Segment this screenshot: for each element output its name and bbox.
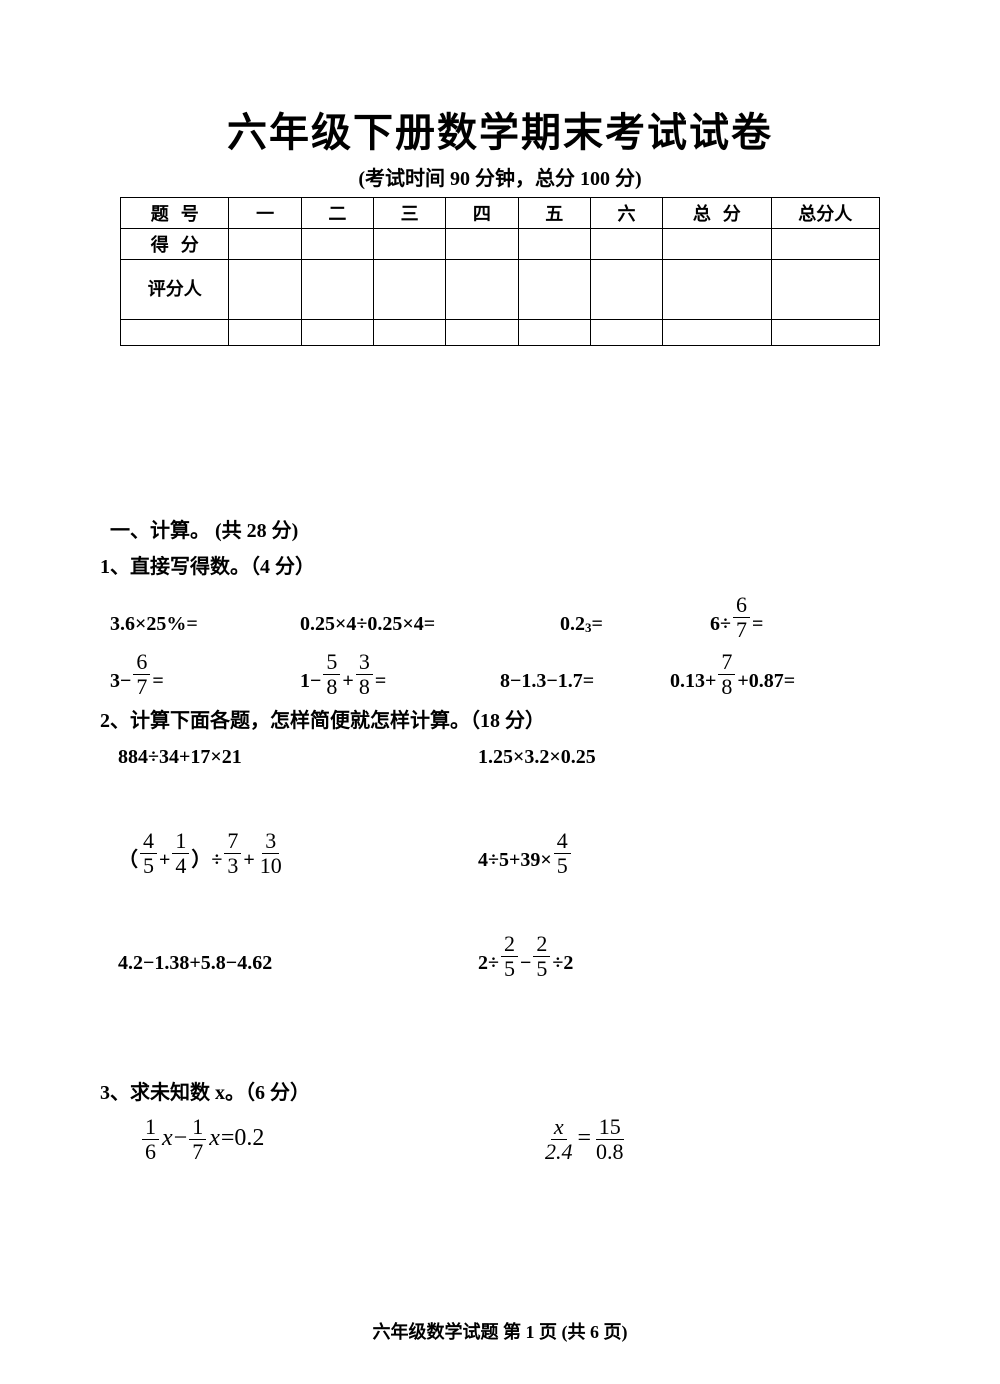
q2-head: 2、计算下面各题，怎样简便就怎样计算。（18 分） [100,706,900,736]
page-title: 六年级下册数学期末考试试卷 [100,100,900,158]
q2-row2: （ 45 + 14 ）÷ 73 + 310 4÷5+39× 45 [118,828,900,875]
expr: 4÷5+39× 45 [478,828,573,875]
table-row [121,320,880,346]
expr: 1− 58 + 38 = [300,649,500,696]
expr: 3− 67 = [110,649,300,696]
expr: 3.6×25%= [110,609,300,639]
expr: 0.23= [560,609,710,639]
page-subtitle: (考试时间 90 分钟，总分 100 分) [100,162,900,191]
col-head: 二 [301,198,373,229]
equation: x2.4 = 150.8 [540,1114,629,1161]
expr: 884÷34+17×21 [118,742,478,772]
table-row: 评分人 [121,260,880,320]
expr: 8−1.3−1.7= [500,666,670,696]
q2-row1: 884÷34+17×21 1.25×3.2×0.25 [118,742,900,772]
col-head: 三 [373,198,445,229]
col-total-person: 总分人 [771,198,879,229]
section-1-head: 一、计算。 (共 28 分) [110,516,900,546]
expr: 1.25×3.2×0.25 [478,742,596,772]
content-area: 一、计算。 (共 28 分) 1、直接写得数。（4 分） 3.6×25%= 0.… [100,516,900,1161]
q1-row1: 3.6×25%= 0.25×4÷0.25×4= 0.23= 6÷ 67 = [110,592,900,639]
row-label: 评分人 [121,260,229,320]
page-footer: 六年级数学试题 第 1 页 (共 6 页) [0,1318,1000,1344]
expr: 4.2−1.38+5.8−4.62 [118,931,478,978]
expr: 2÷ 25 − 25 ÷2 [478,931,573,978]
col-total: 总分 [663,198,771,229]
expr: 0.13+ 78 +0.87= [670,649,795,696]
q1-head: 1、直接写得数。（4 分） [100,552,900,582]
col-head: 四 [446,198,518,229]
q3-head: 3、求未知数 x。（6 分） [100,1078,900,1108]
q2-row3: 4.2−1.38+5.8−4.62 2÷ 25 − 25 ÷2 [118,931,900,978]
row-label: 得分 [121,229,229,260]
col-head: 五 [518,198,590,229]
q1-row2: 3− 67 = 1− 58 + 38 = 8−1.3−1.7= 0.13+ 78… [110,649,900,696]
row-label: 题号 [121,198,229,229]
q3-row: 16 x− 17 x=0.2 x2.4 = 150.8 [140,1114,900,1161]
equation: 16 x− 17 x=0.2 [140,1114,540,1161]
col-head: 一 [229,198,301,229]
table-row: 题号 一 二 三 四 五 六 总分 总分人 [121,198,880,229]
table-row: 得分 [121,229,880,260]
col-head: 六 [590,198,662,229]
expr: 6÷ 67 = [710,592,763,639]
expr: 0.25×4÷0.25×4= [300,609,560,639]
score-table: 题号 一 二 三 四 五 六 总分 总分人 得分 评分人 [120,197,880,346]
expr: （ 45 + 14 ）÷ 73 + 310 [118,828,478,875]
